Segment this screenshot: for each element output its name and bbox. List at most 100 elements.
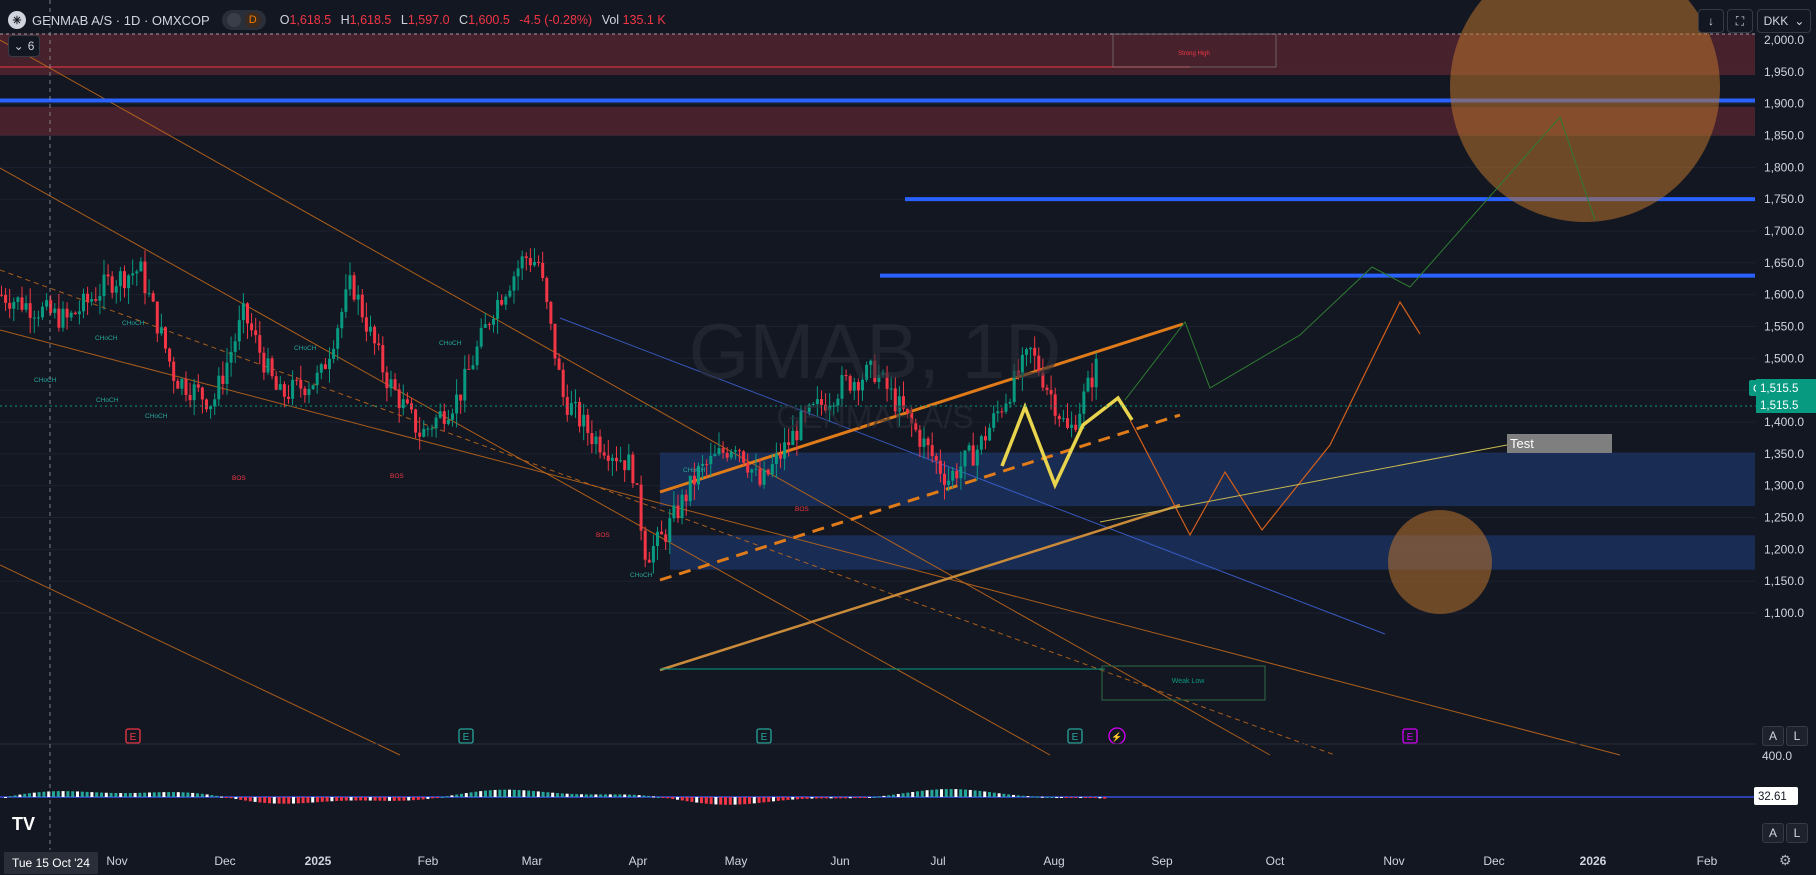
log-scale-button[interactable]: L [1786,726,1808,746]
candle-body [992,413,996,428]
oscillator-bar [42,791,46,797]
watermark-symbol: GMAB, 1D [689,307,1062,395]
currency-select[interactable]: DKK ⌄ [1757,9,1811,33]
candle-body [844,375,848,377]
candle-body [709,455,713,465]
oscillator-bar [796,797,799,800]
tradingview-logo-icon[interactable]: TV [12,814,36,834]
oscillator-bar [61,791,65,797]
oscillator-bar [440,796,444,798]
time-tick-label: Dec [214,854,235,868]
oscillator-bar [968,789,972,797]
oscillator-bar [839,797,843,799]
oscillator-bar [436,797,439,798]
candle-body [807,404,811,412]
oscillator-bar [580,794,583,797]
candle-body [873,360,877,383]
oscillator-bar [493,789,497,797]
candle-body [377,343,381,346]
oscillator-bar [215,795,219,797]
oscillator-bar [488,790,492,797]
price-tick-label: 1,750.0 [1764,192,1804,206]
candle-body [40,306,44,318]
oscillator-bar [392,797,396,801]
oscillator-bar [85,791,89,797]
oscillator-bar [666,797,670,799]
candle-body [893,388,897,412]
oscillator-bar [623,794,627,797]
price-tag-label: 1,515.5 [1760,383,1798,395]
oscillator-bar [1093,797,1097,798]
candle-body [323,364,327,369]
oscillator-bar [815,797,819,799]
oscillator-bar [536,791,540,797]
market-status-icon [226,13,241,27]
candle-body [86,293,90,302]
test-label-text: Test [1510,436,1534,451]
oscillator-bar [896,794,900,797]
price-tick-label: 1,100.0 [1764,606,1804,620]
candle-body [914,423,918,430]
price-tick-label: 1,800.0 [1764,160,1804,174]
candle-body [0,294,3,296]
earnings-marker-icon [756,728,772,744]
candle-body [631,454,635,484]
price-tick-label: 1,350.0 [1764,447,1804,461]
fullscreen-button[interactable]: ⛶ [1727,9,1753,33]
oscillator-bar [71,791,75,797]
oscillator-bar [277,797,281,804]
price-tick-label: 1,650.0 [1764,256,1804,270]
candle-body [590,433,594,445]
candle-body [163,327,167,349]
candle-body [791,430,795,446]
symbol-title[interactable]: GENMAB A/S · 1D · OMXCOP [32,12,210,28]
auto-scale-button[interactable]: A [1762,726,1784,746]
oscillator-bar [1098,797,1102,799]
oscillator-bar [695,797,699,803]
oscillator-bar [858,797,862,798]
oscillator-bar [383,797,387,801]
oscillator-bar [988,792,991,797]
trend-line-2 [0,564,401,756]
indicators-collapse-button[interactable]: ⌄ 6 [8,35,40,57]
close-key: C [459,13,469,27]
candle-body [1090,377,1094,388]
oscillator-bar [124,793,127,797]
oscillator-bar [167,792,171,797]
candle-body [828,405,832,411]
download-button[interactable]: ↓ [1698,9,1724,33]
oscillator-bar [1040,796,1044,798]
symbol-logo-icon: ✳ [8,11,26,29]
status-pill[interactable]: D [221,10,266,30]
candle-body [729,451,733,458]
candle-body [77,311,81,315]
candle-body [4,294,8,303]
pane-auto-scale-button[interactable]: A [1762,823,1784,843]
symbol-header: ✳ GENMAB A/S · 1D · OMXCOP D O1,618.5 H1… [0,9,672,31]
pane-log-scale-button[interactable]: L [1786,823,1808,843]
structure-label: BOS [232,475,246,482]
candle-body [524,256,528,259]
gear-icon[interactable]: ⚙ [1779,852,1792,868]
indicator-count: 6 [27,39,35,53]
candle-body [951,470,955,481]
candle-body [319,364,323,373]
candle-body [742,451,746,463]
price-tick-label: 1,150.0 [1764,574,1804,588]
oscillator-bar [556,793,559,797]
candle-body [774,453,778,465]
oscillator-bar [719,797,723,805]
low-key: L [400,13,408,27]
candle-body [303,388,307,396]
candle-body [463,368,467,401]
candle-body [750,469,754,473]
oscillator-bar [680,797,684,801]
oscillator-bar [287,797,291,804]
candle-body [237,320,241,342]
oscillator-bar [464,793,468,797]
fullscreen-icon: ⛶ [1735,13,1745,28]
trend-line-1 [0,39,1271,756]
oscillator-bar [479,791,483,797]
candle-body [770,464,774,475]
